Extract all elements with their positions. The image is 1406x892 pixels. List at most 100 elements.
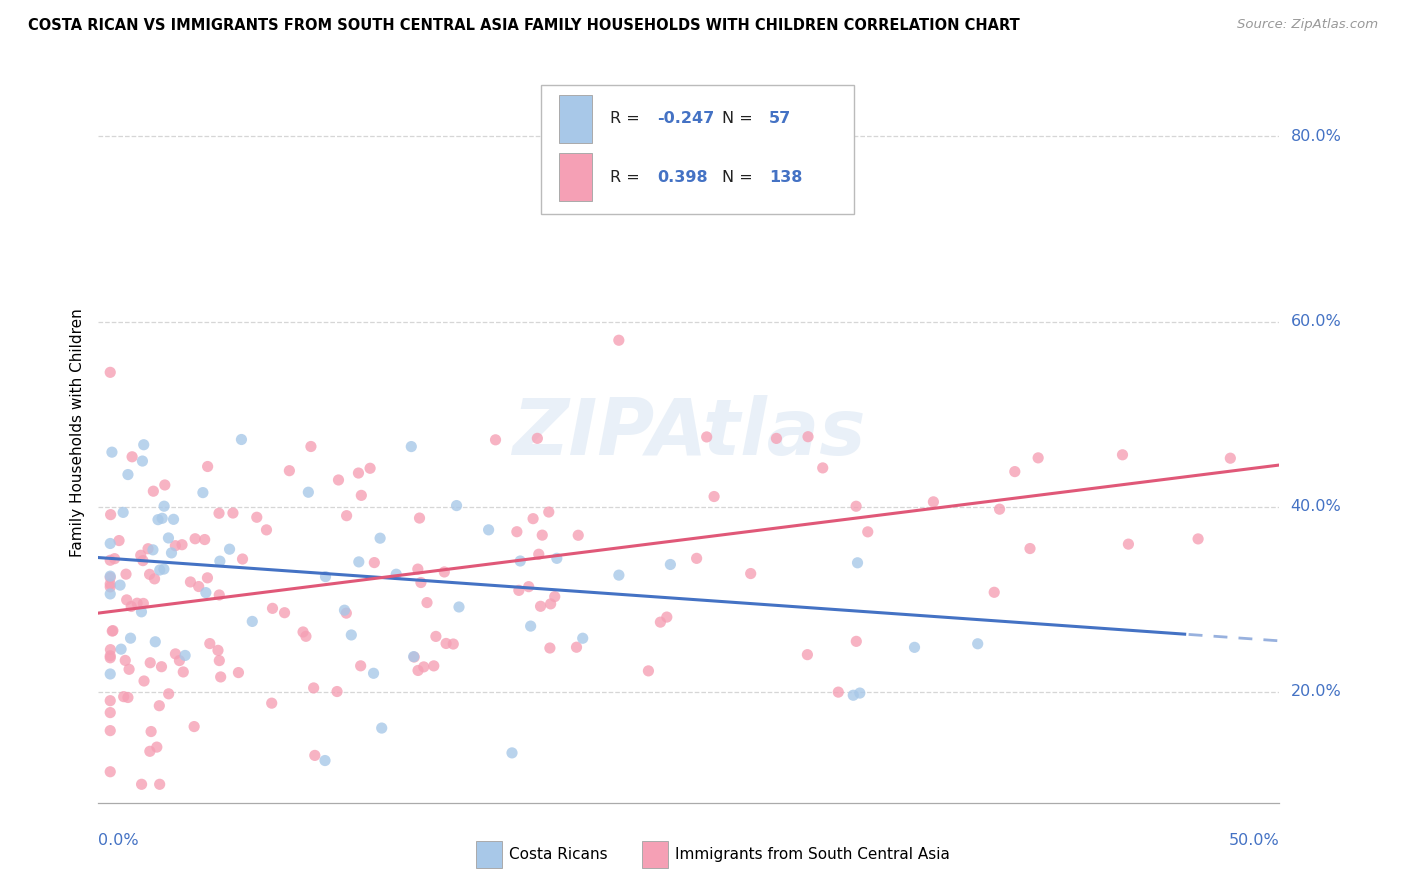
Point [127,596,149,610]
Text: N =: N = [723,112,758,127]
Point [517,580,540,594]
Point [131,605,153,619]
Text: R =: R = [610,169,645,185]
Point [149,563,172,577]
Point [165,539,187,553]
Text: -0.247: -0.247 [657,112,714,127]
Point [506,524,529,539]
Text: 0.398: 0.398 [657,169,707,185]
Point [571,632,593,646]
Point [565,640,588,655]
Point [183,720,205,734]
Point [153,562,176,576]
FancyBboxPatch shape [541,85,855,214]
Point [98,694,121,708]
Point [845,500,868,514]
Text: 0.0%: 0.0% [98,833,139,848]
Point [385,567,408,582]
FancyBboxPatch shape [641,841,668,868]
Point [148,698,170,713]
Point [101,624,124,638]
Point [292,624,315,639]
Point [143,634,166,648]
Point [402,649,425,664]
Point [544,590,567,604]
Text: R =: R = [610,112,645,127]
Point [169,654,191,668]
FancyBboxPatch shape [560,95,592,143]
Point [1187,532,1209,546]
Point [696,430,718,444]
Point [519,619,541,633]
Point [846,556,869,570]
Point [797,430,820,444]
Point [441,637,464,651]
Point [1118,537,1140,551]
Point [170,538,193,552]
Point [187,580,209,594]
Point [98,667,121,681]
Text: Costa Ricans: Costa Ricans [509,847,607,863]
Point [179,574,201,589]
Point [150,511,173,525]
Point [765,431,787,445]
Point [98,723,121,738]
Point [131,777,153,791]
Point [98,365,121,379]
Point [117,690,139,705]
Point [1004,465,1026,479]
Point [150,659,173,673]
Point [98,577,121,591]
Point [637,664,659,678]
Point [98,580,121,594]
Point [484,433,506,447]
Point [260,696,283,710]
FancyBboxPatch shape [477,841,502,868]
Point [162,512,184,526]
Text: 50.0%: 50.0% [1229,833,1279,848]
Point [1019,541,1042,556]
Point [139,744,162,758]
Point [132,673,155,688]
Point [404,650,426,665]
Point [347,466,370,480]
Point [350,488,373,502]
Point [153,478,176,492]
Point [197,459,219,474]
Point [153,499,176,513]
Point [139,656,162,670]
Point [194,533,217,547]
Point [110,642,132,657]
Point [363,556,385,570]
Point [207,643,229,657]
Point [740,566,762,581]
Point [527,547,550,561]
Text: ZIPAtlas: ZIPAtlas [512,394,866,471]
Point [842,688,865,702]
Point [295,629,318,643]
Point [101,445,124,459]
Point [537,505,560,519]
Point [98,764,121,779]
Point [350,658,373,673]
Point [191,485,214,500]
Point [256,523,278,537]
Text: 20.0%: 20.0% [1291,684,1341,699]
Point [326,684,349,698]
Point [262,601,284,615]
Point [368,531,391,545]
Point [142,484,165,499]
Point [845,634,868,648]
Point [335,606,357,620]
Point [218,542,240,557]
Point [138,567,160,582]
Point [1026,450,1049,465]
Point [118,662,141,676]
Point [522,511,544,525]
Point [304,748,326,763]
Point [685,551,707,566]
Text: Immigrants from South Central Asia: Immigrants from South Central Asia [675,847,949,863]
Point [184,532,207,546]
Point [117,467,139,482]
Point [120,631,142,645]
